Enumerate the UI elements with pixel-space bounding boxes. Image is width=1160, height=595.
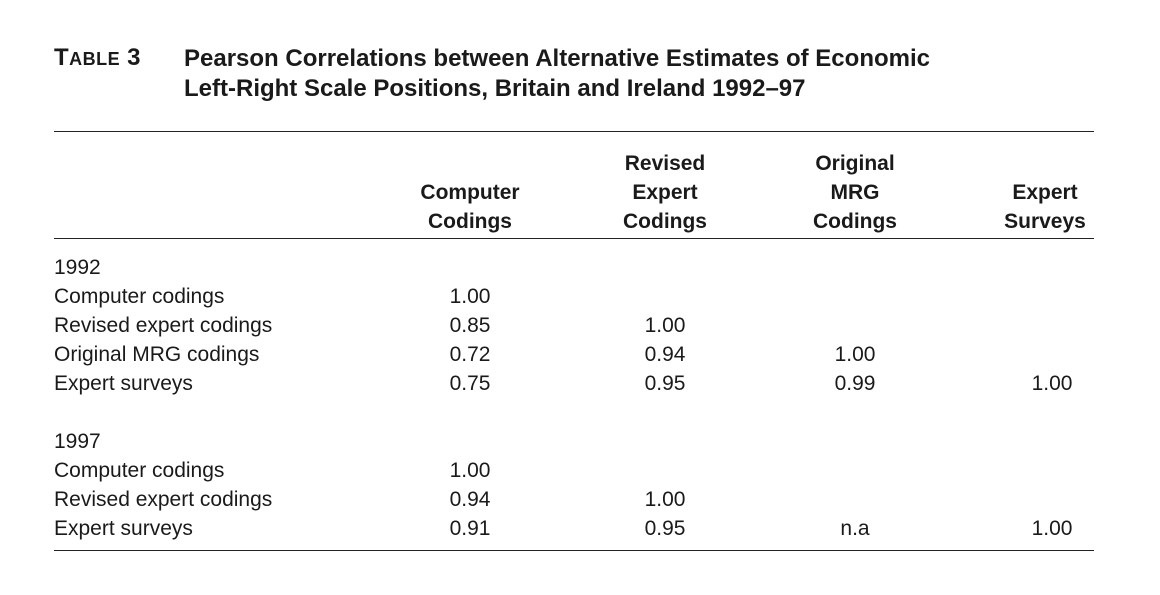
cell-revised-expert-codings: 1.00 <box>644 314 686 337</box>
column-header-line: Computer <box>420 181 520 204</box>
cell-computer-codings: 0.94 <box>449 488 491 511</box>
header-rule <box>54 238 1094 239</box>
column-header-line: MRG <box>830 181 880 204</box>
row-label: Revised expert codings <box>54 488 273 511</box>
column-header-line: Codings <box>428 210 512 233</box>
table-row: Revised expert codings 0.94 1.00 <box>54 485 1094 514</box>
table-label-initial: T <box>54 44 70 71</box>
cell-revised-expert-codings: 0.94 <box>644 343 686 366</box>
table-title: Pearson Correlations between Alternative… <box>184 44 1084 104</box>
row-label: Revised expert codings <box>54 314 273 337</box>
cell-expert-surveys: 1.00 <box>1031 517 1073 540</box>
column-header-expert-surveys: Expert Surveys <box>990 146 1100 236</box>
cell-original-mrg-codings: 1.00 <box>834 343 876 366</box>
column-header-line: Surveys <box>1004 210 1086 233</box>
table-title-line-2: Left-Right Scale Positions, Britain and … <box>184 75 806 102</box>
cell-computer-codings: 0.91 <box>449 517 491 540</box>
group-year-row: 1997 <box>54 427 1094 456</box>
group-year-label: 1997 <box>54 430 101 453</box>
column-header-computer-codings: Computer Codings <box>410 146 530 236</box>
table-number: 3 <box>127 44 141 71</box>
cell-revised-expert-codings: 0.95 <box>644 372 686 395</box>
column-header-line: Codings <box>813 210 897 233</box>
column-header-line: Expert <box>1012 181 1078 204</box>
row-label: Computer codings <box>54 285 225 308</box>
table-row: Computer codings 1.00 <box>54 282 1094 311</box>
row-label: Expert surveys <box>54 372 193 395</box>
table-label: TABLE 3 <box>54 44 141 72</box>
row-label: Computer codings <box>54 459 225 482</box>
cell-computer-codings: 0.72 <box>449 343 491 366</box>
bottom-rule <box>54 550 1094 551</box>
cell-revised-expert-codings: 1.00 <box>644 488 686 511</box>
table-row: Expert surveys 0.75 0.95 0.99 1.00 <box>54 369 1094 398</box>
cell-original-mrg-codings: 0.99 <box>834 372 876 395</box>
table-row: Revised expert codings 0.85 1.00 <box>54 311 1094 340</box>
column-header-line: Original <box>815 152 895 175</box>
column-header-original-mrg-codings: Original MRG Codings <box>790 146 920 236</box>
group-year-label: 1992 <box>54 256 101 279</box>
cell-expert-surveys: 1.00 <box>1031 372 1073 395</box>
table-title-line-1: Pearson Correlations between Alternative… <box>184 45 930 72</box>
top-rule <box>54 131 1094 132</box>
cell-computer-codings: 0.75 <box>449 372 491 395</box>
cell-original-mrg-codings: n.a <box>840 517 870 540</box>
cell-computer-codings: 0.85 <box>449 314 491 337</box>
row-label: Original MRG codings <box>54 343 260 366</box>
cell-computer-codings: 1.00 <box>449 459 491 482</box>
column-header-line: Expert <box>632 181 698 204</box>
row-label: Expert surveys <box>54 517 193 540</box>
group-year-row: 1992 <box>54 253 1094 282</box>
cell-revised-expert-codings: 0.95 <box>644 517 686 540</box>
column-header-line: Codings <box>623 210 707 233</box>
column-header-line: Revised <box>624 152 706 175</box>
cell-computer-codings: 1.00 <box>449 285 491 308</box>
table-row: Expert surveys 0.91 0.95 n.a 1.00 <box>54 514 1094 543</box>
column-header-revised-expert-codings: Revised Expert Codings <box>600 146 730 236</box>
table-label-word: ABLE <box>69 49 121 69</box>
table-row: Computer codings 1.00 <box>54 456 1094 485</box>
table-row: Original MRG codings 0.72 0.94 1.00 <box>54 340 1094 369</box>
